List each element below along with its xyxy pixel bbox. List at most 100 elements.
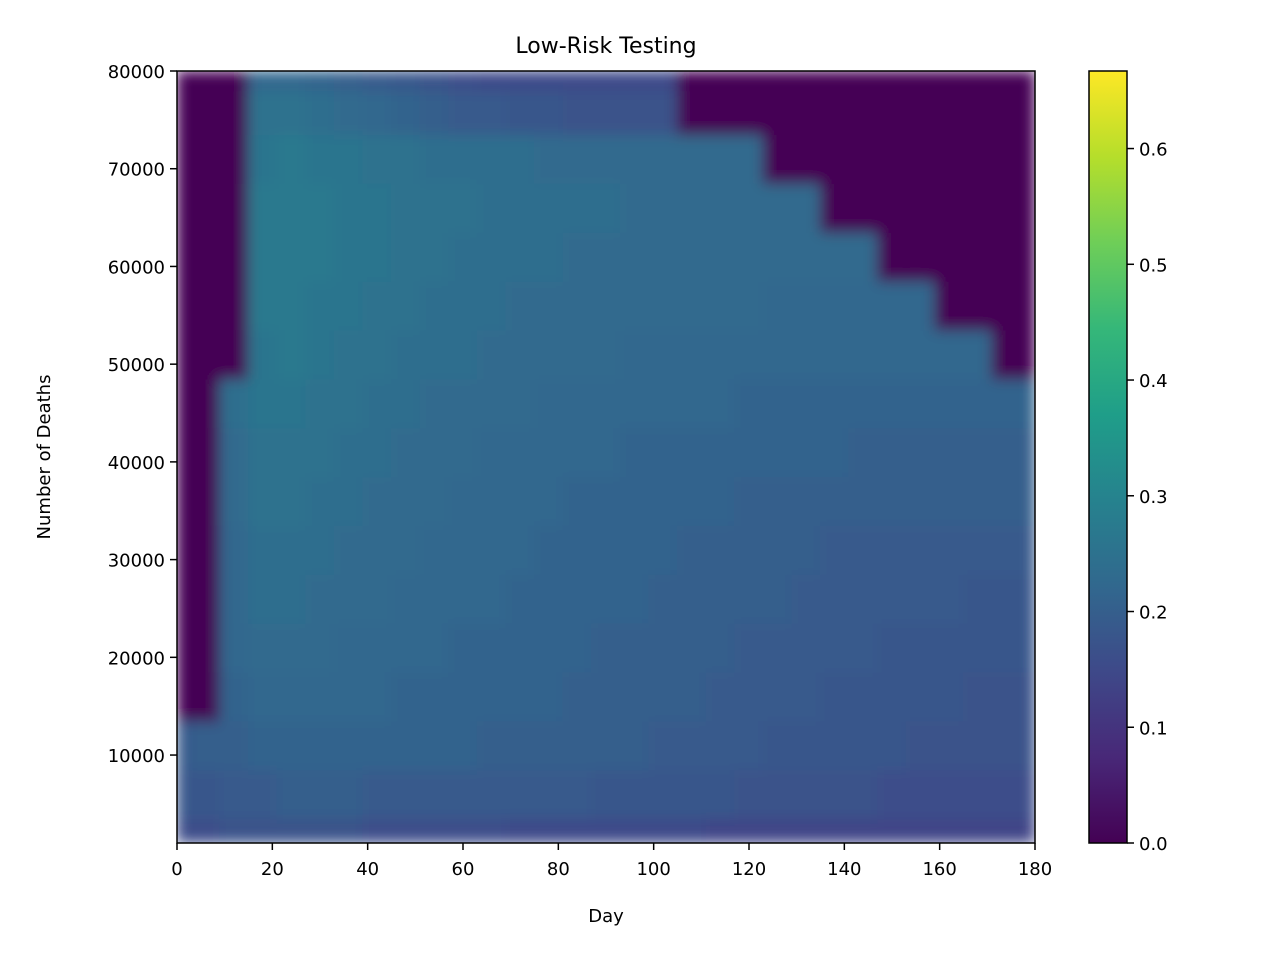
y-tick-label: 50000	[108, 355, 165, 376]
heatmap-cell	[505, 182, 535, 233]
heatmap-cell	[648, 671, 678, 722]
y-tick-label: 60000	[108, 257, 165, 278]
heatmap-cell	[820, 573, 850, 624]
heatmap-cell	[177, 818, 192, 843]
heatmap-cell	[762, 622, 793, 673]
heatmap-cell	[391, 378, 421, 429]
heatmap-cell	[505, 720, 535, 771]
heatmap-cell	[419, 476, 450, 526]
heatmap-cell	[677, 573, 707, 624]
heatmap-cell	[934, 90, 964, 136]
heatmap-cell	[534, 280, 564, 331]
heatmap-cell	[419, 134, 450, 184]
heatmap-cell	[419, 427, 450, 478]
x-axis: 0 20 40 60 80 100 120 140 160 180	[171, 843, 1052, 880]
heatmap-cell	[534, 671, 564, 722]
colorbar-tick-label: 0.2	[1139, 603, 1168, 624]
heatmap-cell	[677, 71, 707, 92]
heatmap-cell	[305, 329, 335, 380]
heatmap-cell	[848, 231, 879, 282]
heatmap-cell	[820, 476, 850, 526]
heatmap-cell	[762, 524, 793, 575]
heatmap-cell	[177, 524, 192, 575]
heatmap-cell	[448, 769, 478, 820]
heatmap-cell	[1020, 524, 1035, 575]
heatmap-cell	[534, 329, 564, 380]
heatmap-cell	[177, 622, 192, 673]
heatmap-cell	[762, 90, 793, 136]
heatmap-cell	[963, 182, 993, 233]
heatmap-cell	[877, 622, 907, 673]
heatmap-cell	[791, 476, 821, 526]
heatmap-cell	[848, 329, 879, 380]
heatmap-cell	[305, 720, 335, 771]
heatmap-cell	[190, 182, 221, 233]
x-tick-label: 180	[1018, 859, 1052, 880]
x-tick-label: 160	[922, 859, 956, 880]
heatmap-cell	[705, 231, 736, 282]
heatmap-cell	[333, 182, 364, 233]
heatmap-cell	[591, 90, 621, 136]
heatmap-cell	[791, 90, 821, 136]
heatmap-cell	[734, 280, 764, 331]
heatmap-cell	[734, 329, 764, 380]
heatmap-cell	[762, 818, 793, 843]
heatmap-cell	[391, 427, 421, 478]
heatmap-cell	[677, 769, 707, 820]
heatmap-cell	[648, 90, 678, 136]
heatmap-cell	[820, 769, 850, 820]
heatmap-cell	[991, 280, 1022, 331]
heatmap-cell	[219, 427, 249, 478]
heatmap-cell	[448, 378, 478, 429]
heatmap-cell	[505, 90, 535, 136]
heatmap-cell	[219, 476, 249, 526]
heatmap-cell	[820, 90, 850, 136]
heatmap-cell	[333, 378, 364, 429]
heatmap-cell	[762, 71, 793, 92]
heatmap-cell	[177, 280, 192, 331]
heatmap-cell	[505, 573, 535, 624]
heatmap-cell	[362, 378, 392, 429]
heatmap-cell	[391, 71, 421, 92]
heatmap-cell	[391, 524, 421, 575]
heatmap-cell	[362, 671, 392, 722]
heatmap-cell	[476, 182, 507, 233]
heatmap-cell	[448, 329, 478, 380]
heatmap-cell	[905, 476, 936, 526]
heatmap-cell	[762, 134, 793, 184]
heatmap-cell	[419, 769, 450, 820]
heatmap-cell	[734, 769, 764, 820]
heatmap-cell	[505, 280, 535, 331]
heatmap-cell	[333, 134, 364, 184]
heatmap-cell	[591, 134, 621, 184]
heatmap-cell	[591, 769, 621, 820]
heatmap-cell	[448, 573, 478, 624]
heatmap-cell	[305, 671, 335, 722]
heatmap-cell	[591, 671, 621, 722]
heatmap-cell	[276, 134, 307, 184]
heatmap-cell	[791, 671, 821, 722]
heatmap-cell	[248, 134, 278, 184]
heatmap-cell	[276, 71, 307, 92]
heatmap-cell	[276, 476, 307, 526]
heatmap-cell	[562, 622, 593, 673]
heatmap-cell	[734, 231, 764, 282]
heatmap-cell	[362, 182, 392, 233]
heatmap-cell	[619, 818, 650, 843]
y-tick-label: 20000	[108, 648, 165, 669]
heatmap-cell	[562, 671, 593, 722]
heatmap-cell	[362, 573, 392, 624]
heatmap-cell	[734, 622, 764, 673]
heatmap-cell	[619, 476, 650, 526]
heatmap-cell	[677, 818, 707, 843]
heatmap-cell	[391, 231, 421, 282]
heatmap-cell	[934, 524, 964, 575]
heatmap-cell	[190, 476, 221, 526]
heatmap-cell	[705, 622, 736, 673]
heatmap-cell	[848, 769, 879, 820]
heatmap-cell	[705, 427, 736, 478]
heatmap-cell	[734, 182, 764, 233]
colorbar-tick-label: 0.5	[1139, 255, 1168, 276]
heatmap-cell	[362, 476, 392, 526]
heatmap-cell	[391, 476, 421, 526]
